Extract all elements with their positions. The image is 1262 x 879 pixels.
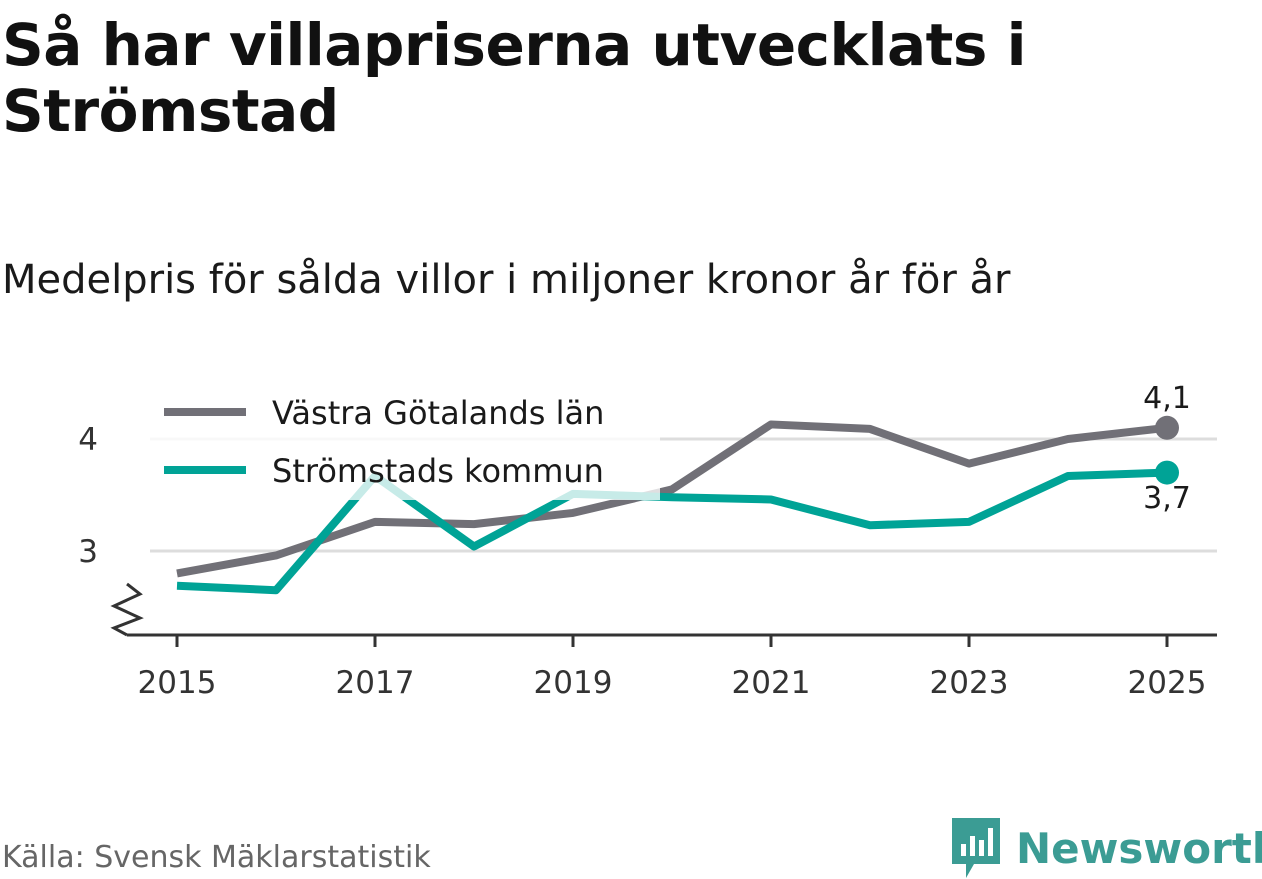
end-marker-vastra [1155,415,1179,440]
x-tick-label: 2025 [1128,665,1207,701]
y-tick-label: 3 [78,534,98,570]
brand-logo-group[interactable]: Newsworthy [952,818,1262,878]
series-lines [176,420,1168,595]
chart-title: Så har villapriserna utvecklats i Ströms… [2,11,1026,145]
series-line-stromstad [176,468,1168,595]
series-line-vastra [176,420,1168,578]
chart-subtitle: Medelpris för sålda villor i miljoner kr… [2,257,1011,303]
legend: Västra Götalands län Strömstads kommun [150,388,660,500]
x-tick-label: 2017 [336,665,415,701]
x-axis: 2015 2017 2019 2021 2023 2025 [110,582,1217,701]
brand-name: Newsworthy [1016,823,1262,873]
y-tick-label: 4 [78,422,98,458]
legend-background [150,388,660,500]
axis-break-icon [110,582,144,637]
legend-label-vastra: Västra Götalands län [272,394,604,432]
end-marker-stromstad [1155,460,1179,485]
x-tick-label: 2021 [732,665,811,701]
x-tick-label: 2015 [138,665,217,701]
end-label-stromstad: 3,7 [1143,481,1191,516]
x-tick-label: 2019 [534,665,613,701]
end-markers: 4,1 3,7 [1143,381,1191,516]
newsworthy-logo-icon [952,818,1000,878]
legend-label-stromstad: Strömstads kommun [272,452,604,490]
end-label-vastra: 4,1 [1143,381,1191,416]
source-note: Källa: Svensk Mäklarstatistik [2,840,431,875]
x-tick-label: 2023 [930,665,1009,701]
